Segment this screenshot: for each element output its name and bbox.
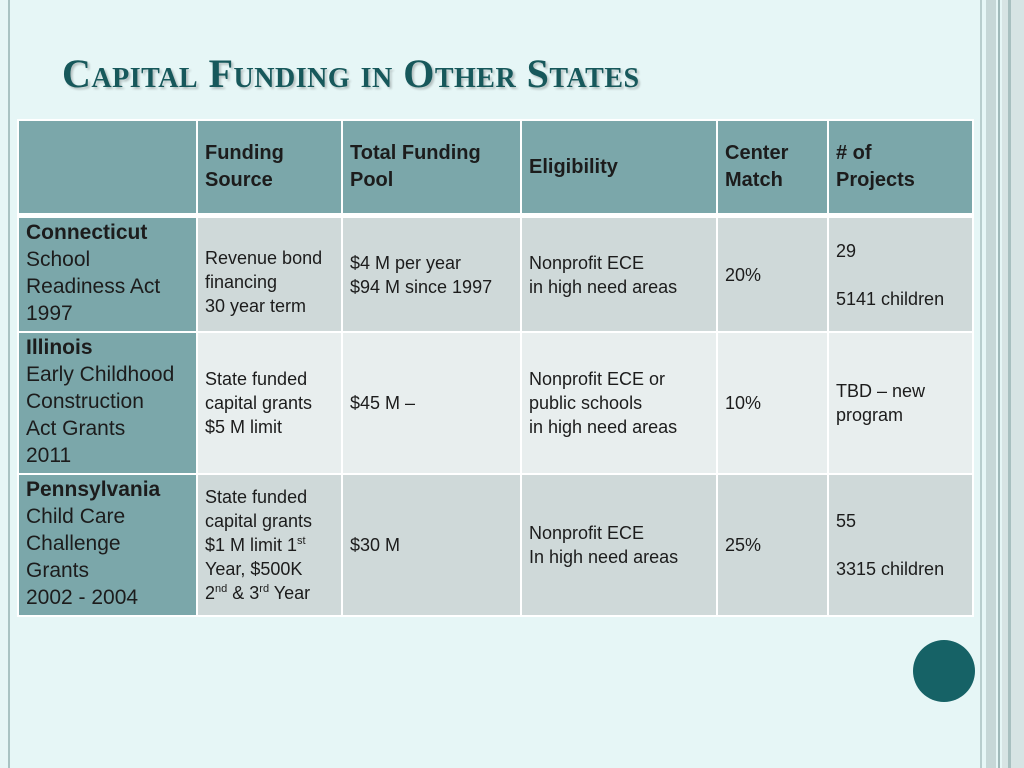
center-match-cell: 20%: [716, 214, 829, 333]
right-decorative-bars: [980, 0, 1024, 768]
table-header-row: Funding Source Total Funding Pool Eligibil…: [17, 119, 974, 218]
header-projects: # of Projects: [827, 119, 974, 218]
table-row-illinois: Illinois Early Childhood Construction Ac…: [17, 331, 974, 475]
table-row-pennsylvania: Pennsylvania Child Care Challenge Grants…: [17, 473, 974, 617]
eligibility-cell: Nonprofit ECE In high need areas: [520, 473, 718, 617]
funding-table: Funding Source Total Funding Pool Eligibil…: [17, 119, 974, 617]
left-border-line: [8, 0, 10, 768]
header-funding-source: Funding Source: [196, 119, 343, 218]
center-match-cell: 25%: [716, 473, 829, 617]
accent-circle: [913, 640, 975, 702]
header-total-funding-pool: Total Funding Pool: [341, 119, 522, 218]
header-blank: [17, 119, 198, 218]
table-row-connecticut: Connecticut School Readiness Act 1997 Re…: [17, 214, 974, 333]
projects-cell: 55 3315 children: [827, 473, 974, 617]
state-cell: Pennsylvania Child Care Challenge Grants…: [17, 473, 198, 617]
funding-source-cell: State funded capital grants $5 M limit: [196, 331, 343, 475]
total-pool-cell: $45 M –: [341, 331, 522, 475]
total-pool-cell: $30 M: [341, 473, 522, 617]
header-center-match: Center Match: [716, 119, 829, 218]
slide-title: Capital Funding in Other States: [62, 51, 640, 96]
eligibility-cell: Nonprofit ECE or public schools in high …: [520, 331, 718, 475]
projects-cell: TBD – new program: [827, 331, 974, 475]
center-match-cell: 10%: [716, 331, 829, 475]
funding-source-cell: State funded capital grants $1 M limit 1…: [196, 473, 343, 617]
header-eligibility: Eligibility: [520, 119, 718, 218]
state-cell: Illinois Early Childhood Construction Ac…: [17, 331, 198, 475]
projects-cell: 29 5141 children: [827, 214, 974, 333]
state-cell: Connecticut School Readiness Act 1997: [17, 214, 198, 333]
total-pool-cell: $4 M per year $94 M since 1997: [341, 214, 522, 333]
funding-source-cell: Revenue bond financing 30 year term: [196, 214, 343, 333]
eligibility-cell: Nonprofit ECE in high need areas: [520, 214, 718, 333]
